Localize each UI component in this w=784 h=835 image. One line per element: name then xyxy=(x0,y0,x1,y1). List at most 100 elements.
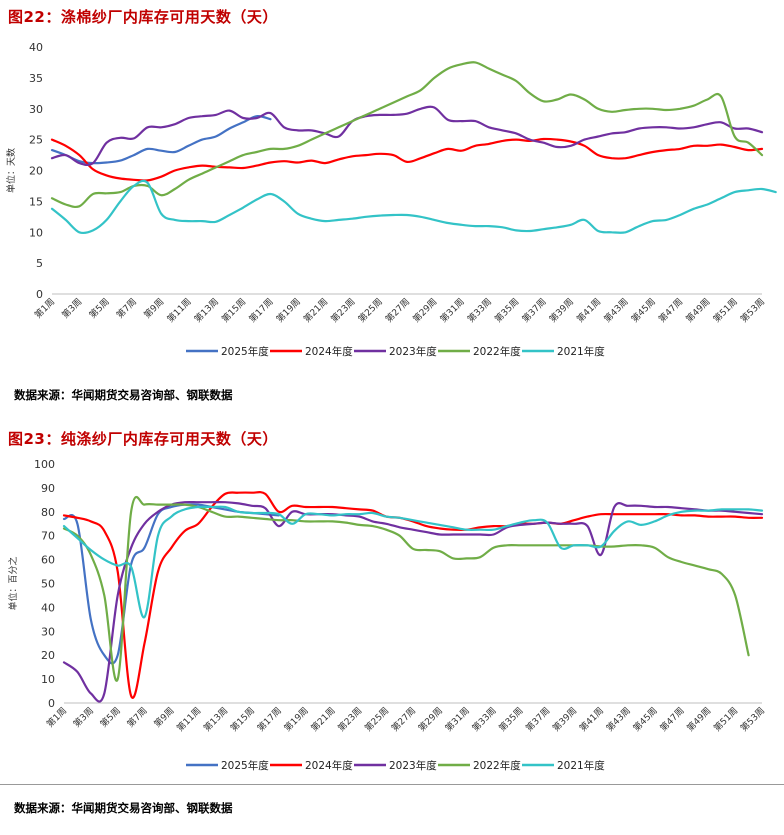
x-tick-label: 第33周 xyxy=(469,705,498,734)
x-tick-label: 第53周 xyxy=(738,296,767,325)
legend-label-s2024: 2024年度 xyxy=(305,345,353,358)
x-tick-label: 第45周 xyxy=(630,705,659,734)
series-line-s2022 xyxy=(50,61,764,209)
x-tick-label: 第31周 xyxy=(437,296,466,325)
legend-label-s2023: 2023年度 xyxy=(389,345,437,358)
y-tick-label: 35 xyxy=(29,72,43,85)
x-tick-label: 第51周 xyxy=(711,296,740,325)
x-tick-label: 第41周 xyxy=(574,296,603,325)
x-tick-label: 第39周 xyxy=(547,296,576,325)
legend-label-s2024: 2024年度 xyxy=(305,759,353,772)
x-tick-label: 第43周 xyxy=(601,296,630,325)
x-tick-label: 第13周 xyxy=(192,296,221,325)
x-tick-label: 第31周 xyxy=(443,705,472,734)
series-line-s2022 xyxy=(62,495,750,682)
x-tick-label: 第43周 xyxy=(604,705,633,734)
y-axis-label: 单位：天数 xyxy=(5,148,17,193)
series-line-s2024 xyxy=(62,491,764,699)
x-tick-label: 第7周 xyxy=(124,705,149,730)
x-tick-label: 第17周 xyxy=(246,296,275,325)
series-line-s2025 xyxy=(50,115,272,165)
legend-label-s2023: 2023年度 xyxy=(389,759,437,772)
x-tick-label: 第41周 xyxy=(577,705,606,734)
chart1-plot: 0510152025303540第1周 第3周 第5周 第7周 第9周 第11周 第13周第… xyxy=(5,41,777,358)
y-tick-label: 60 xyxy=(41,554,55,567)
x-tick-label: 第45周 xyxy=(629,296,658,325)
x-tick-label: 第25周 xyxy=(362,705,391,734)
x-tick-label: 第11周 xyxy=(174,705,203,734)
x-tick-label: 第29周 xyxy=(410,296,439,325)
x-tick-label: 第9周 xyxy=(141,296,166,321)
x-tick-label: 第15周 xyxy=(219,296,248,325)
x-tick-label: 第35周 xyxy=(496,705,525,734)
series-line-s2023 xyxy=(62,500,764,703)
y-tick-label: 80 xyxy=(41,506,55,519)
x-tick-label: 第3周 xyxy=(71,705,96,730)
y-tick-label: 20 xyxy=(29,165,43,178)
series-line-s2025 xyxy=(62,503,280,665)
x-tick-label: 第49周 xyxy=(684,705,713,734)
chart2-title: 图23：纯涤纱厂内库存可用天数（天） xyxy=(8,430,278,448)
legend-label-s2025: 2025年度 xyxy=(221,759,269,772)
y-tick-label: 30 xyxy=(41,625,55,638)
x-tick-label: 第5周 xyxy=(98,705,123,730)
x-tick-label: 第33周 xyxy=(465,296,494,325)
y-tick-label: 20 xyxy=(41,649,55,662)
y-tick-label: 50 xyxy=(41,578,55,591)
y-tick-label: 100 xyxy=(34,458,55,471)
legend-label-s2022: 2022年度 xyxy=(473,345,521,358)
x-tick-label: 第13周 xyxy=(201,705,230,734)
x-tick-label: 第5周 xyxy=(86,296,111,321)
x-tick-label: 第53周 xyxy=(738,705,767,734)
divider-line xyxy=(0,784,784,785)
legend-label-s2021: 2021年度 xyxy=(557,345,605,358)
x-tick-label: 第35周 xyxy=(492,296,521,325)
x-tick-label: 第29周 xyxy=(416,705,445,734)
x-tick-label: 第23周 xyxy=(328,296,357,325)
y-tick-label: 25 xyxy=(29,134,43,147)
y-tick-label: 15 xyxy=(29,195,43,208)
series-line-s2023 xyxy=(50,105,764,167)
x-tick-label: 第3周 xyxy=(59,296,84,321)
chart2-source: 数据来源：华闻期货交易咨询部、钢联数据 xyxy=(14,801,233,815)
x-tick-label: 第15周 xyxy=(228,705,257,734)
chart1-title: 图22：涤棉纱厂内库存可用天数（天） xyxy=(8,8,278,26)
series-line-s2021 xyxy=(62,505,764,619)
y-axis-label: 单位：百分之 xyxy=(7,556,19,610)
legend-label-s2025: 2025年度 xyxy=(221,345,269,358)
x-tick-label: 第37周 xyxy=(519,296,548,325)
y-tick-label: 10 xyxy=(41,673,55,686)
y-tick-label: 10 xyxy=(29,226,43,239)
x-tick-label: 第25周 xyxy=(356,296,385,325)
y-tick-label: 30 xyxy=(29,103,43,116)
x-tick-label: 第39周 xyxy=(550,705,579,734)
y-tick-label: 90 xyxy=(41,482,55,495)
x-tick-label: 第51周 xyxy=(711,705,740,734)
x-tick-label: 第27周 xyxy=(383,296,412,325)
x-tick-label: 第23周 xyxy=(335,705,364,734)
series-line-s2021 xyxy=(50,179,777,235)
x-tick-label: 第21周 xyxy=(301,296,330,325)
x-tick-label: 第17周 xyxy=(255,705,284,734)
y-tick-label: 0 xyxy=(48,697,55,710)
x-tick-label: 第27周 xyxy=(389,705,418,734)
x-tick-label: 第19周 xyxy=(274,296,303,325)
y-tick-label: 40 xyxy=(41,601,55,614)
y-tick-label: 70 xyxy=(41,530,55,543)
x-tick-label: 第49周 xyxy=(683,296,712,325)
x-tick-label: 第21周 xyxy=(308,705,337,734)
x-tick-label: 第47周 xyxy=(656,296,685,325)
y-tick-label: 0 xyxy=(36,288,43,301)
series-line-s2024 xyxy=(50,137,764,182)
chart1-source: 数据来源：华闻期货交易咨询部、钢联数据 xyxy=(14,388,233,402)
x-tick-label: 第11周 xyxy=(164,296,193,325)
legend-label-s2021: 2021年度 xyxy=(557,759,605,772)
y-tick-label: 40 xyxy=(29,41,43,54)
x-tick-label: 第9周 xyxy=(151,705,176,730)
legend-label-s2022: 2022年度 xyxy=(473,759,521,772)
x-tick-label: 第37周 xyxy=(523,705,552,734)
x-tick-label: 第19周 xyxy=(281,705,310,734)
x-tick-label: 第47周 xyxy=(657,705,686,734)
y-tick-label: 5 xyxy=(36,257,43,270)
